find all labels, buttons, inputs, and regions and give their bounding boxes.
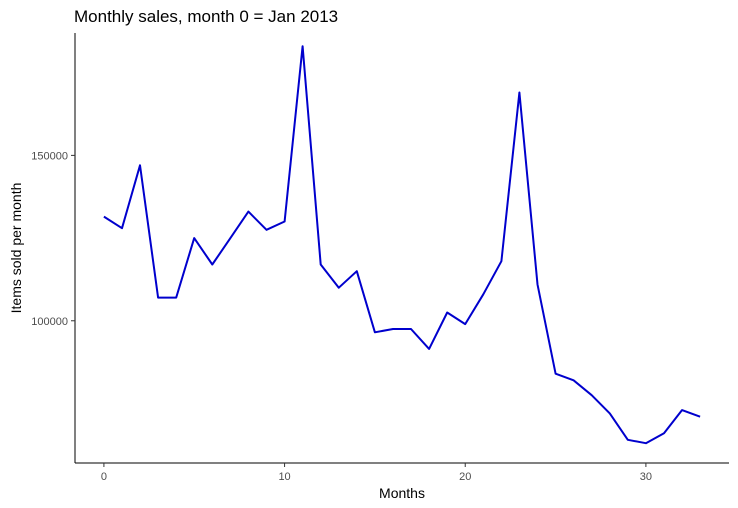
x-tick-label: 10 [278, 471, 290, 483]
x-axis-ticks: 0 10 20 30 [101, 463, 652, 483]
sales-series-line [103, 45, 701, 445]
chart-title: Monthly sales, month 0 = Jan 2013 [74, 7, 338, 26]
x-tick-label: 20 [459, 471, 471, 483]
x-tick-label: 0 [101, 471, 107, 483]
x-axis-label: Months [379, 485, 425, 501]
y-tick-label: 100000 [31, 316, 68, 328]
x-tick-label: 30 [640, 471, 652, 483]
y-tick-label: 150000 [31, 150, 68, 162]
y-axis-ticks: 100000 150000 [31, 150, 75, 328]
y-axis-label: Items sold per month [8, 183, 24, 314]
